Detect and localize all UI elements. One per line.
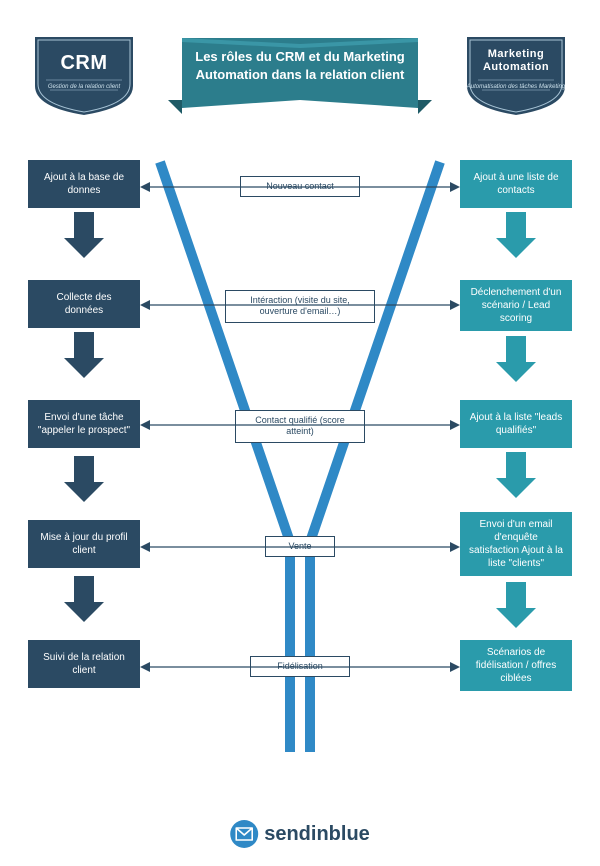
title-banner: Les rôles du CRM et du Marketing Automat… bbox=[168, 38, 432, 108]
ma-arrow-4 bbox=[496, 582, 536, 628]
brand-logo: sendinblue bbox=[230, 820, 370, 848]
crm-step-5: Suivi de la relation client bbox=[28, 640, 140, 688]
connector-row-4 bbox=[140, 540, 460, 554]
crm-step-4: Mise à jour du profil client bbox=[28, 520, 140, 568]
ma-arrow-2 bbox=[496, 336, 536, 382]
ma-step-3: Ajout à la liste "leads qualifiés" bbox=[460, 400, 572, 448]
brand-logo-text: sendinblue bbox=[264, 823, 370, 846]
ma-step-1: Ajout à une liste de contacts bbox=[460, 160, 572, 208]
title-text: Les rôles du CRM et du Marketing Automat… bbox=[182, 48, 418, 83]
ma-badge-subtitle: Automatisation des tâches Marketing bbox=[466, 84, 566, 91]
crm-arrow-1 bbox=[64, 212, 104, 258]
connector-row-3 bbox=[140, 418, 460, 432]
diagram-canvas: CRM Gestion de la relation client Market… bbox=[0, 0, 600, 866]
connector-row-5 bbox=[140, 660, 460, 674]
funnel-shape bbox=[150, 152, 450, 772]
crm-badge: CRM Gestion de la relation client bbox=[26, 28, 142, 118]
connector-row-1 bbox=[140, 180, 460, 194]
crm-arrow-4 bbox=[64, 576, 104, 622]
crm-badge-subtitle: Gestion de la relation client bbox=[34, 84, 134, 91]
crm-step-1: Ajout à la base de donnes bbox=[28, 160, 140, 208]
ma-arrow-3 bbox=[496, 452, 536, 498]
ma-step-2: Déclenchement d'un scénario / Lead scori… bbox=[460, 280, 572, 331]
ma-arrow-1 bbox=[496, 212, 536, 258]
crm-arrow-3 bbox=[64, 456, 104, 502]
connector-row-2 bbox=[140, 298, 460, 312]
ma-step-5: Scénarios de fidélisation / offres ciblé… bbox=[460, 640, 572, 691]
ma-step-4: Envoi d'un email d'enquête satisfaction … bbox=[460, 512, 572, 576]
brand-logo-mark bbox=[230, 820, 258, 848]
crm-arrow-2 bbox=[64, 332, 104, 378]
crm-step-3: Envoi d'une tâche "appeler le prospect" bbox=[28, 400, 140, 448]
ma-badge: Marketing Automation Automatisation des … bbox=[458, 28, 574, 118]
crm-step-2: Collecte des données bbox=[28, 280, 140, 328]
ma-badge-title: Marketing Automation bbox=[458, 48, 574, 74]
crm-badge-title: CRM bbox=[26, 52, 142, 75]
